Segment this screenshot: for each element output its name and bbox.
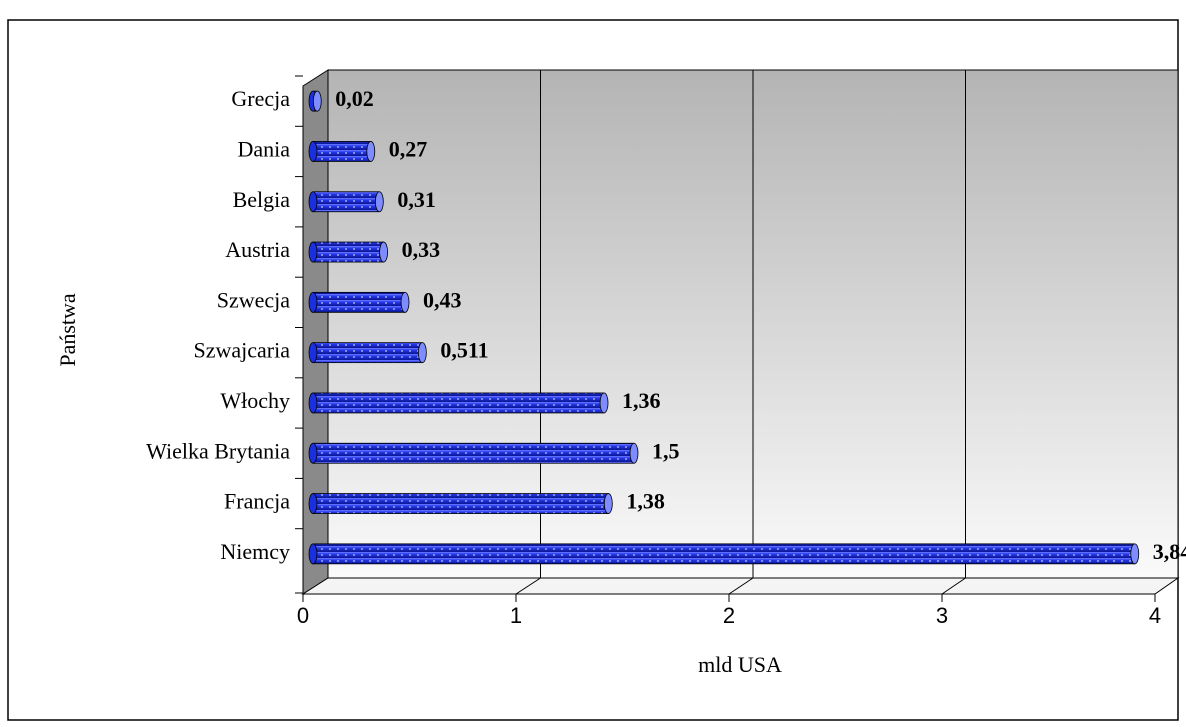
bar [312, 493, 609, 514]
x-tick-label: 2 [723, 603, 735, 628]
y-tick-label: Szwecja [217, 287, 291, 312]
bar-cap [308, 291, 318, 313]
bar [312, 442, 635, 464]
y-tick-label: Francja [224, 489, 290, 514]
value-label: 1,5 [652, 438, 680, 463]
bar [312, 141, 372, 162]
bar-cap [308, 493, 318, 514]
bar [312, 392, 605, 414]
y-tick-label: Belgia [233, 187, 291, 212]
bar [312, 543, 1136, 565]
bar-cap [308, 241, 318, 263]
value-label: 1,38 [626, 489, 665, 514]
bar-cap [379, 241, 389, 263]
x-tick-label: 1 [510, 603, 522, 628]
bar-cap [1130, 543, 1140, 565]
bar [312, 241, 385, 263]
bar-cap [308, 191, 318, 213]
value-label: 0,02 [335, 86, 374, 111]
floor-grid-line [941, 577, 966, 595]
bar-cap [629, 442, 639, 464]
y-tick-label: Niemcy [220, 539, 290, 564]
value-label: 0,511 [440, 338, 488, 363]
y-tick-label: Grecja [231, 86, 290, 111]
y-tick-label: Dania [237, 136, 290, 161]
value-label: 3,84 [1153, 539, 1186, 564]
bar-cap [599, 392, 609, 414]
y-axis-title: Państwa [55, 293, 80, 367]
value-label: 0,31 [397, 187, 436, 212]
x-tick-label: 3 [936, 603, 948, 628]
y-tick-label: Włochy [220, 388, 290, 413]
bar-cap [374, 191, 384, 213]
bar [312, 191, 380, 213]
x-tick-label: 0 [297, 603, 309, 628]
bar-cap [366, 141, 376, 162]
bar-cap [400, 291, 410, 313]
value-label: 0,33 [402, 237, 441, 262]
bar-cap [312, 90, 322, 112]
floor-grid-line [728, 577, 754, 595]
bar [312, 342, 423, 364]
bar-cap [417, 342, 427, 364]
x-tick-label: 4 [1149, 603, 1161, 628]
bar-cap [603, 493, 613, 514]
y-tick-label: Szwajcaria [194, 338, 291, 363]
y-tick-label: Wielka Brytania [146, 438, 290, 463]
bar-cap [308, 543, 318, 565]
y-tick-label: Austria [225, 237, 290, 262]
value-label: 1,36 [622, 388, 661, 413]
bar-cap [308, 141, 318, 162]
bar-cap [308, 442, 318, 464]
value-label: 0,43 [423, 287, 462, 312]
x-axis-title: mld USA [698, 652, 782, 677]
bar [312, 291, 406, 313]
floor-grid-line [515, 577, 541, 595]
bar-cap [308, 342, 318, 364]
bar-cap [308, 392, 318, 414]
value-label: 0,27 [389, 136, 428, 161]
